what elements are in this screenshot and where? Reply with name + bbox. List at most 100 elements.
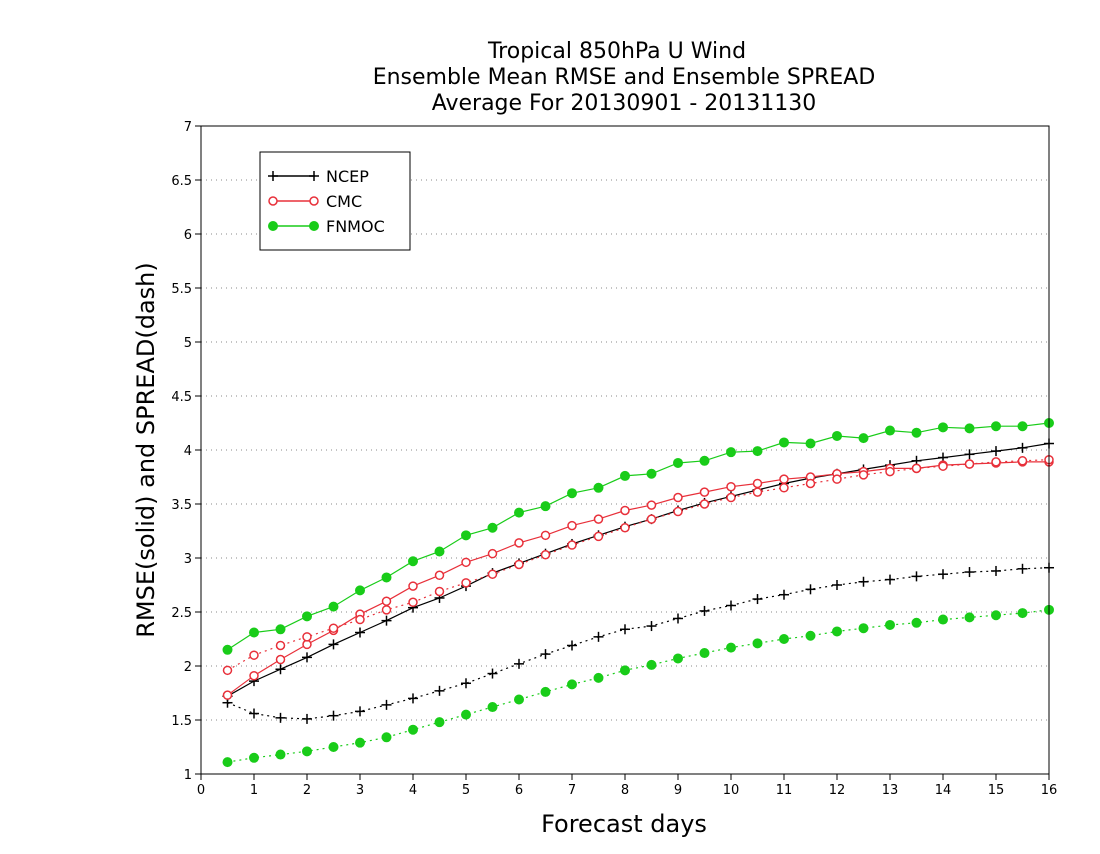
x-tick-label: 11 — [776, 783, 793, 798]
ncep-spread-point — [540, 649, 551, 660]
x-tick-label: 0 — [197, 783, 205, 798]
y-tick-label: 5 — [184, 336, 192, 351]
chart-title-line-2: Ensemble Mean RMSE and Ensemble SPREAD — [373, 65, 876, 90]
y-tick-label: 6 — [184, 228, 192, 243]
cmc-spread-point — [991, 457, 1001, 467]
ncep-spread-point — [885, 574, 895, 585]
ncep-spread-point — [726, 600, 736, 611]
fnmoc-spread-point — [805, 630, 816, 641]
legend-label: CMC — [326, 192, 362, 211]
fnmoc-rmse-point — [567, 488, 577, 499]
y-tick-label: 4.5 — [171, 390, 192, 405]
cmc-spread-point — [408, 597, 418, 608]
legend-entry-ncep: NCEP — [268, 167, 369, 186]
cmc-spread-point — [646, 514, 657, 524]
y-tick-label: 4 — [184, 444, 192, 459]
x-tick-label: 15 — [988, 783, 1005, 798]
y-tick-label: 3 — [184, 552, 192, 567]
fnmoc-spread-point — [355, 737, 365, 748]
fnmoc-spread-point — [275, 749, 286, 760]
y-tick-label: 5.5 — [171, 282, 192, 297]
fnmoc-rmse-point — [779, 437, 789, 448]
fnmoc-spread-point — [858, 623, 869, 634]
cmc-spread-point — [540, 550, 551, 560]
ncep-spread-point — [381, 699, 392, 710]
cmc-spread-point — [832, 474, 842, 484]
x-tick-label: 16 — [1041, 783, 1058, 798]
cmc-rmse-point — [540, 530, 551, 541]
cmc-rmse-point — [408, 581, 418, 591]
ncep-spread-point — [275, 712, 286, 723]
fnmoc-spread-point — [540, 686, 551, 697]
cmc-spread-point — [964, 459, 975, 469]
x-tick-label: 6 — [515, 783, 523, 798]
fnmoc-rmse-point — [911, 427, 922, 438]
fnmoc-rmse-point — [514, 507, 524, 518]
fnmoc-rmse-point — [593, 482, 604, 493]
y-tick-label: 1.5 — [171, 714, 192, 729]
fnmoc-rmse-point — [991, 421, 1001, 432]
fnmoc-rmse-point — [461, 530, 471, 541]
y-tick-label: 6.5 — [171, 174, 192, 189]
fnmoc-rmse-point — [355, 585, 365, 596]
cmc-rmse-point — [461, 557, 471, 568]
fnmoc-rmse-point — [805, 438, 816, 449]
fnmoc-spread-point — [911, 617, 922, 628]
fnmoc-spread-point — [964, 612, 975, 623]
fnmoc-rmse-point — [381, 572, 392, 583]
y-tick-label: 3.5 — [171, 498, 192, 513]
ncep-spread-point — [699, 605, 710, 616]
ncep-spread-point — [355, 706, 365, 717]
cmc-rmse-point — [726, 481, 736, 492]
fnmoc-rmse-point — [699, 455, 710, 466]
fnmoc-rmse-series — [222, 418, 1054, 655]
cmc-spread-line — [227, 459, 1050, 671]
cmc-rmse-point — [381, 596, 392, 606]
ncep-rmse-point — [381, 615, 392, 626]
ncep-spread-point — [593, 631, 604, 642]
fnmoc-spread-point — [673, 653, 683, 664]
fnmoc-rmse-point — [938, 422, 948, 433]
cmc-rmse-point — [567, 520, 577, 531]
fnmoc-rmse-point — [328, 601, 339, 612]
y-tick-label: 2 — [184, 660, 192, 675]
fnmoc-rmse-point — [832, 430, 842, 441]
cmc-spread-point — [249, 650, 259, 660]
cmc-spread-point — [567, 540, 577, 550]
ncep-rmse-series — [222, 438, 1054, 702]
ncep-rmse-point — [328, 639, 339, 650]
ncep-spread-line — [227, 567, 1050, 720]
cmc-rmse-series — [222, 457, 1054, 700]
legend-label: FNMOC — [326, 217, 385, 236]
ncep-spread-point — [434, 685, 445, 696]
cmc-spread-point — [858, 470, 869, 480]
axes: 11.522.533.544.555.566.570 1 2 3 4 5 6 7 8 9 10 11 1… — [171, 120, 1057, 798]
ncep-spread-point — [938, 569, 948, 580]
fnmoc-rmse-point — [408, 556, 418, 567]
cmc-spread-series — [222, 454, 1054, 676]
cmc-spread-point — [911, 463, 922, 474]
ncep-spread-point — [302, 713, 312, 724]
fnmoc-spread-point — [222, 757, 233, 768]
fnmoc-rmse-point — [858, 433, 869, 444]
fnmoc-rmse-point — [726, 447, 736, 458]
fnmoc-spread-point — [567, 679, 577, 690]
fnmoc-spread-point — [885, 619, 895, 630]
cmc-spread-point — [885, 466, 895, 477]
ncep-rmse-point — [1017, 442, 1028, 453]
ncep-spread-point — [408, 693, 418, 704]
y-tick-label: 2.5 — [171, 606, 192, 621]
cmc-spread-point — [805, 478, 816, 489]
ncep-spread-point — [964, 567, 975, 578]
fnmoc-rmse-point — [434, 546, 445, 557]
cmc-spread-point — [461, 578, 471, 588]
cmc-spread-point — [673, 506, 683, 517]
fnmoc-spread-point — [779, 634, 789, 644]
cmc-spread-point — [381, 605, 392, 615]
fnmoc-spread-point — [461, 709, 471, 720]
chart-title-line-3: Average For 20130901 - 20131130 — [432, 91, 817, 116]
cmc-rmse-point — [699, 487, 710, 497]
cmc-spread-point — [434, 586, 445, 597]
ncep-rmse-point — [964, 449, 975, 460]
